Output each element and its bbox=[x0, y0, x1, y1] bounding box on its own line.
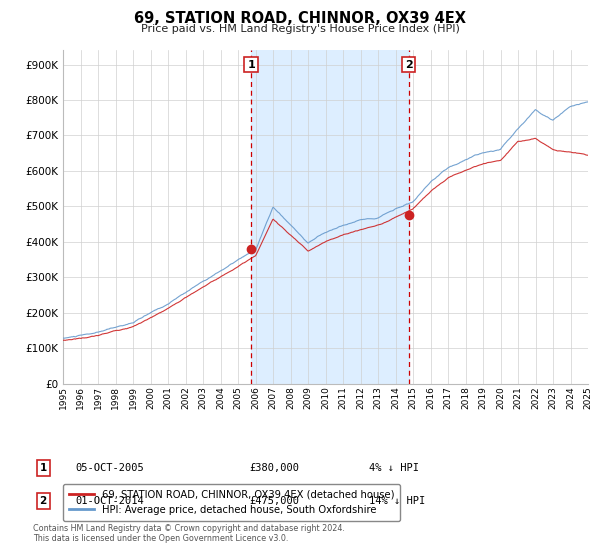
Text: 2: 2 bbox=[405, 59, 413, 69]
Text: 69, STATION ROAD, CHINNOR, OX39 4EX: 69, STATION ROAD, CHINNOR, OX39 4EX bbox=[134, 11, 466, 26]
Text: £380,000: £380,000 bbox=[249, 463, 299, 473]
Text: 2: 2 bbox=[40, 496, 47, 506]
Text: 05-OCT-2005: 05-OCT-2005 bbox=[75, 463, 144, 473]
Bar bbox=[251, 50, 409, 384]
Text: 01-OCT-2014: 01-OCT-2014 bbox=[75, 496, 144, 506]
Text: This data is licensed under the Open Government Licence v3.0.: This data is licensed under the Open Gov… bbox=[33, 534, 289, 543]
Text: £475,000: £475,000 bbox=[249, 496, 299, 506]
Text: 4% ↓ HPI: 4% ↓ HPI bbox=[369, 463, 419, 473]
Text: Contains HM Land Registry data © Crown copyright and database right 2024.: Contains HM Land Registry data © Crown c… bbox=[33, 524, 345, 533]
Legend: 69, STATION ROAD, CHINNOR, OX39 4EX (detached house), HPI: Average price, detach: 69, STATION ROAD, CHINNOR, OX39 4EX (det… bbox=[63, 484, 400, 521]
Text: 1: 1 bbox=[40, 463, 47, 473]
Text: 14% ↓ HPI: 14% ↓ HPI bbox=[369, 496, 425, 506]
Text: Price paid vs. HM Land Registry's House Price Index (HPI): Price paid vs. HM Land Registry's House … bbox=[140, 24, 460, 34]
Text: 1: 1 bbox=[247, 59, 255, 69]
